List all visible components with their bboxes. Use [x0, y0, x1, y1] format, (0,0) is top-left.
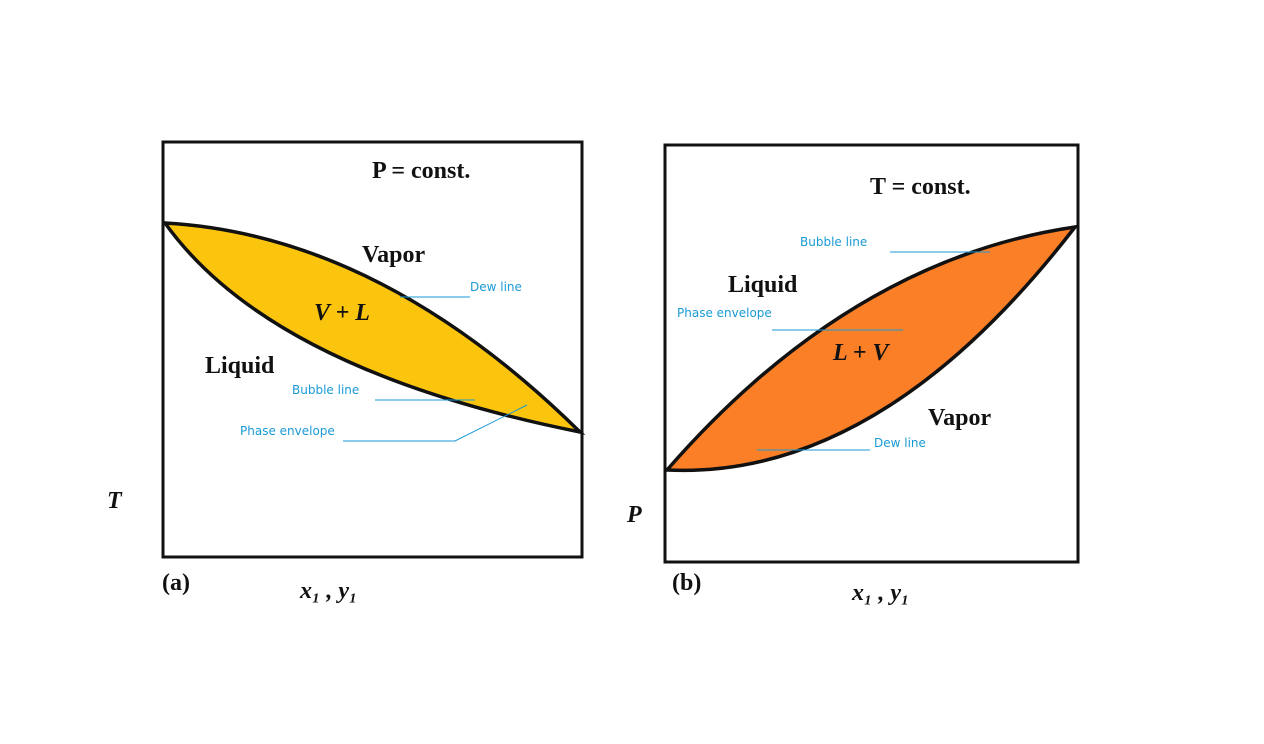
condition: T = const.	[870, 174, 971, 200]
x-axis-label: x₁ , y₁	[851, 580, 909, 606]
panel-b: T = const. Liquid L + V Vapor P (b) x₁ ,…	[626, 143, 1080, 606]
x-axis-label: x₁ , y₁	[299, 578, 357, 604]
bubble-line-note: Bubble line	[292, 383, 359, 397]
dew-line-note: Dew line	[874, 436, 926, 450]
panel-tag: (b)	[672, 570, 701, 596]
condition: P = const.	[372, 158, 470, 184]
leader	[343, 404, 528, 442]
liquid-label: Liquid	[205, 353, 275, 379]
frame	[663, 143, 1080, 564]
vapor-label: Vapor	[928, 405, 991, 431]
phase-envelope-note: Phase envelope	[240, 424, 335, 438]
dew-line-note: Dew line	[470, 280, 522, 294]
panel-tag: (a)	[162, 570, 190, 596]
phase-envelope	[161, 221, 586, 435]
phase-envelope-note: Phase envelope	[677, 306, 772, 320]
y-axis-label: P	[626, 502, 642, 528]
y-axis-label: T	[107, 488, 123, 514]
panel-a: P = const. Vapor V + L Liquid T (a) x₁ ,…	[107, 140, 586, 604]
two-phase-label: V + L	[314, 300, 370, 326]
bubble-line-note: Bubble line	[800, 235, 867, 249]
liquid-label: Liquid	[728, 272, 798, 298]
two-phase-label: L + V	[832, 340, 890, 366]
vapor-label: Vapor	[362, 242, 425, 268]
frame	[161, 140, 584, 559]
